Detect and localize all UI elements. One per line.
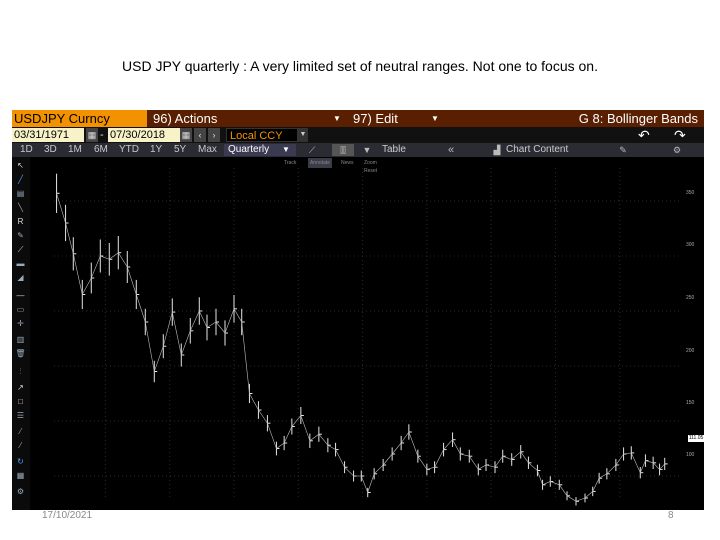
calendar-icon[interactable]: ▦ — [180, 128, 192, 142]
fan-tool-icon[interactable]: ◢ — [17, 273, 24, 282]
period-3d[interactable]: 3D — [44, 144, 57, 155]
date-separator: - — [100, 129, 104, 141]
fib-tool-icon[interactable]: ⫶ — [19, 367, 22, 376]
price-chart[interactable]: 350 300 250 200 150 100 — [30, 168, 704, 510]
footer-date: 17/10/2021 — [42, 510, 93, 521]
period-1y[interactable]: 1Y — [150, 144, 163, 155]
ray-tool-icon[interactable]: ╲ — [18, 203, 23, 212]
drawing-tools-strip: ↖ ╱ ▤ ╲ R ✎ ⟋ ▬ ◢ — ▭ ✛ ▥ 🗑 ⫶ ↗ □ ☰ ⁄ ⁄ … — [12, 157, 30, 510]
bloomberg-terminal-window: USDJPY Curncy 96) Actions ▼ 97) Edit ▼ G… — [12, 110, 704, 510]
chevron-down-icon: ▼ — [282, 145, 290, 154]
horizontal-line-icon[interactable]: — — [16, 291, 25, 300]
edit-label: 97) Edit — [353, 111, 398, 126]
channel-tool-icon[interactable]: ▬ — [16, 259, 25, 268]
ticker-label[interactable]: USDJPY Curncy — [12, 110, 149, 127]
y-tick-label: 250 — [686, 295, 695, 301]
redo-icon[interactable]: ↷ — [674, 127, 686, 143]
lines-tool-icon[interactable]: ☰ — [16, 411, 25, 420]
period-6m[interactable]: 6M — [94, 144, 108, 155]
actions-dropdown-icon: ▼ — [333, 114, 341, 123]
refresh-icon[interactable]: ↻ — [17, 457, 24, 466]
actions-menu[interactable]: 96) Actions ▼ — [147, 110, 347, 127]
line-chart-icon[interactable]: ⟋ — [308, 145, 316, 155]
square-tool-icon[interactable]: □ — [18, 397, 23, 406]
period-1d[interactable]: 1D — [20, 144, 33, 155]
slide-title: USD JPY quarterly : A very limited set o… — [122, 58, 598, 74]
settings-icon[interactable]: ⚙ — [16, 487, 25, 496]
period-ytd[interactable]: YTD — [119, 144, 139, 155]
news-tool[interactable]: News — [341, 160, 354, 166]
page-number: 8 — [668, 510, 674, 521]
edit-pencil-icon[interactable]: ✎ — [619, 145, 627, 155]
trash-icon[interactable]: 🗑 — [15, 349, 26, 358]
candle-chart-icon[interactable]: ⫿⫿ — [332, 144, 354, 156]
chart-grid — [54, 168, 680, 498]
track-tool[interactable]: Track — [284, 160, 297, 166]
edit-menu[interactable]: 97) Edit ▼ — [347, 110, 457, 127]
chart-svg — [54, 168, 680, 506]
chevron-left-icon[interactable]: ‹ — [194, 128, 206, 142]
y-tick-label: 150 — [686, 400, 695, 406]
gear-icon[interactable]: ⚙ — [672, 145, 682, 155]
period-max[interactable]: Max — [198, 144, 217, 155]
chevron-down-icon[interactable]: ▼ — [298, 128, 308, 142]
price-series — [56, 173, 668, 506]
start-date-field[interactable]: 03/31/1971 — [12, 128, 84, 142]
pen-tool-icon[interactable]: ✎ — [17, 231, 24, 240]
pointer-icon[interactable]: ↖ — [17, 161, 24, 170]
layout-icon[interactable]: ▦ — [16, 471, 25, 480]
measure-icon[interactable]: ▥ — [16, 335, 25, 344]
line-tool-icon[interactable]: ╱ — [18, 175, 23, 184]
table-button[interactable]: Table — [382, 144, 406, 155]
chevron-right-icon[interactable]: › — [208, 128, 220, 142]
frequency-selector[interactable]: Quarterly ▼ — [224, 144, 296, 156]
price-line — [56, 193, 665, 502]
highlight-tool-icon[interactable]: ⁄ — [19, 427, 22, 436]
period-1m[interactable]: 1M — [68, 144, 82, 155]
period-5y[interactable]: 5Y — [174, 144, 187, 155]
calendar-icon[interactable]: ▦ — [86, 128, 98, 142]
chart-toolbar: 1D 3D 1M 6M YTD 1Y 5Y Max Quarterly ▼ ⟋ … — [12, 143, 704, 157]
shape-tool-icon[interactable]: ▭ — [16, 305, 25, 314]
edit-dropdown-icon: ▼ — [431, 114, 439, 123]
arrow-tool-icon[interactable]: ↗ — [17, 383, 24, 392]
undo-icon[interactable]: ↶ — [638, 127, 650, 143]
grid-tool-icon[interactable]: ▤ — [16, 189, 25, 198]
text-tool-icon[interactable]: R — [17, 217, 24, 226]
annotate-tool[interactable]: Annotate — [308, 158, 333, 168]
y-tick-label: 300 — [686, 242, 695, 248]
collapse-icon[interactable]: « — [447, 144, 455, 156]
y-tick-label: 100 — [686, 452, 695, 458]
function-title: G 8: Bollinger Bands — [457, 110, 704, 127]
chart-content-button[interactable]: Chart Content — [506, 144, 569, 155]
end-date-field[interactable]: 07/30/2018 — [108, 128, 180, 142]
frequency-label: Quarterly — [228, 144, 270, 155]
zoom-tool[interactable]: Zoom — [364, 160, 377, 166]
actions-label: 96) Actions — [153, 111, 218, 126]
chart-content-icon: ▟ — [493, 145, 501, 155]
y-tick-label: 350 — [686, 190, 695, 196]
crosshair-icon[interactable]: ✛ — [17, 319, 24, 328]
date-range-bar: 03/31/1971 ▦ - 07/30/2018 ▦ ‹ › Local CC… — [12, 127, 704, 143]
chevron-down-icon[interactable]: ▼ — [362, 145, 372, 155]
brush-tool-icon[interactable]: ⟋ — [17, 245, 24, 254]
reset-tool[interactable]: Reset — [364, 168, 378, 174]
last-price-tag: 111.05 — [688, 435, 704, 442]
cycle-tool-icon[interactable]: ⁄ — [19, 441, 22, 450]
y-tick-label: 200 — [686, 348, 695, 354]
currency-selector[interactable]: Local CCY — [226, 128, 298, 142]
